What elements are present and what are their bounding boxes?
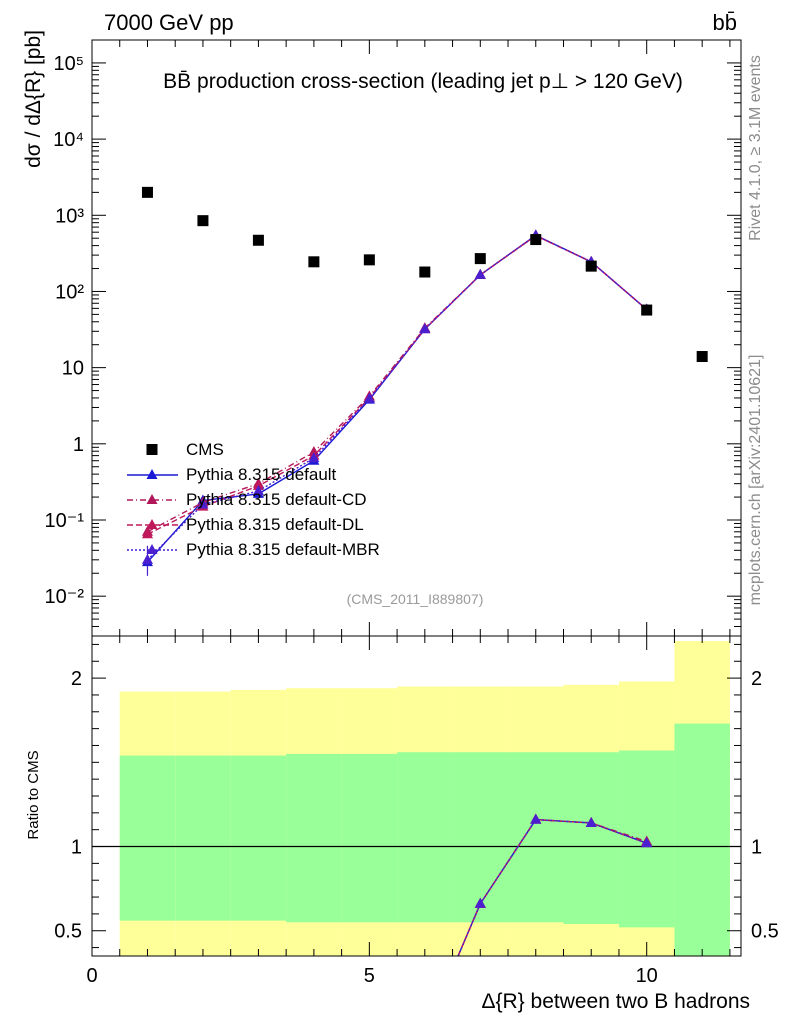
x-tick-label: 5 [364,965,375,987]
series-line-mbr [146,234,648,561]
ratio-y-tick-label: 0.5 [54,921,82,943]
series-point-dl [141,528,153,539]
series-point-mbr [197,498,209,509]
data-point [696,351,708,363]
uncertainty-band-inner [119,755,176,921]
uncertainty-band-inner [674,723,730,956]
legend-label-default: Pythia 8.315 default [186,465,337,484]
legend-label-cms: CMS [186,440,224,459]
ratio-y-axis-title: Ratio to CMS [25,750,42,839]
uncertainty-band-inner [397,752,453,923]
legend: CMS Pythia 8.315 default Pythia 8.315 de… [127,440,380,559]
rivet-version-label: Rivet 4.1.0, ≥ 3.1M events [747,55,764,241]
ratio-point-mbr [474,897,486,908]
series-point-mbr [419,323,431,334]
legend-marker-mbr [146,544,158,554]
series-line-cd [147,234,648,533]
series-point-mbr [363,392,375,403]
y-tick-label: 10³ [55,205,84,227]
data-point [530,234,542,246]
series-line-default [146,234,648,563]
data-point [141,186,153,198]
series-point-mbr [252,485,264,496]
uncertainty-band-inner [286,753,342,923]
legend-label-mbr: Pythia 8.315 default-MBR [186,540,380,559]
ratio-point-mbr [585,816,597,827]
legend-label-cd: Pythia 8.315 default-CD [186,490,367,509]
collision-label: 7000 GeV pp [104,10,234,35]
analysis-label: (CMS_2011_I889807) [347,591,484,607]
y-tick-label: 10 [62,358,84,380]
main-panel: 10⁻² 10⁻¹ 1 10 10² 10³ 10⁴ 10⁵ BB̄ production c… [22,30,742,637]
ratio-y-tick-label: 2 [71,668,82,690]
data-point [474,253,486,265]
y-tick-label: 10⁴ [53,129,84,151]
ratio-y-tick-label-right: 1 [751,837,762,859]
x-tick-label: 10 [636,965,658,987]
y-tick-label: 1 [73,434,84,456]
uncertainty-band-inner [341,753,398,923]
legend-marker-dl [146,519,158,529]
data-point [419,266,431,278]
ratio-panel: 0.5 0.5 1 1 2 2 0 5 10 Ratio to CMS Δ{R} between… [25,635,779,1013]
series-point-dl [252,479,264,490]
legend-marker-default [146,469,158,479]
uncertainty-band-inner [563,752,619,924]
ratio-y-tick-label-right: 2 [751,668,762,690]
legend-marker-cms [146,444,158,455]
y-tick-label: 10² [55,281,84,303]
main-plot-layer: 10⁻² 10⁻¹ 1 10 10² 10³ 10⁴ 10⁵ [45,39,742,637]
mcplots-label: mcplots.cern.ch [arXiv:2401.10621] [747,355,764,606]
uncertainty-band-inner [230,755,287,921]
plot-title: BB̄ production cross-section (leading je… [163,70,683,93]
data-point [197,215,209,227]
ratio-y-tick-label-right: 0.5 [751,921,779,943]
y-tick-label: 10⁵ [53,53,84,75]
data-point [585,260,597,272]
ratio-y-tick-label: 1 [71,837,82,859]
series-point-mbr [474,268,486,279]
data-point [252,234,264,246]
x-tick-label: 0 [86,965,97,987]
data-point [641,304,653,316]
legend-label-dl: Pythia 8.315 default-DL [186,515,364,534]
uncertainty-band-inner [452,752,509,923]
uncertainty-band-inner [508,752,564,923]
legend-marker-cd [146,494,158,504]
y-tick-label: 10⁻² [45,586,85,608]
data-point [308,256,320,268]
y-axis-title: dσ / dΔ{R} [pb] [22,30,45,168]
ratio-plot-layer: 0.5 0.5 1 1 2 2 0 5 10 [54,635,779,987]
data-point [363,254,375,266]
x-axis-title: Δ{R} between two B hadrons [481,990,750,1013]
series-point-mbr [308,452,320,463]
ratio-point-mbr [641,837,653,848]
series-line-dl [147,234,648,535]
process-label: bb̄ [713,10,737,35]
ratio-point-mbr [530,813,542,824]
y-tick-label: 10⁻¹ [45,510,85,532]
uncertainty-band-inner [175,755,231,921]
